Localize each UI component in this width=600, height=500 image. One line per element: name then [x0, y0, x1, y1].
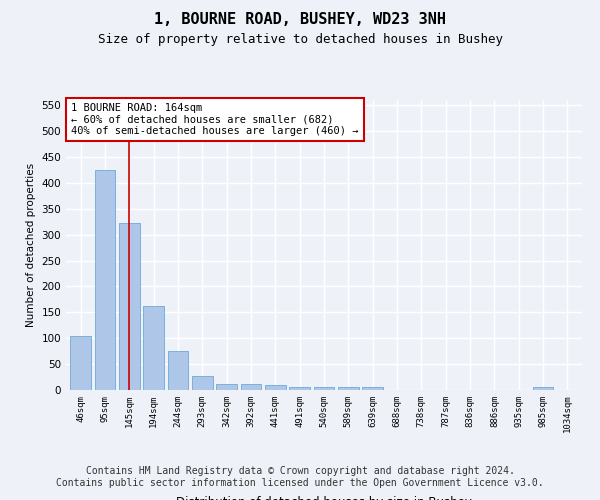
Bar: [119, 223, 140, 390]
Text: Size of property relative to detached houses in Bushey: Size of property relative to detached ho…: [97, 32, 503, 46]
Text: 1 BOURNE ROAD: 164sqm
← 60% of detached houses are smaller (682)
40% of semi-det: 1 BOURNE ROAD: 164sqm ← 60% of detached …: [71, 103, 359, 136]
Bar: [362, 388, 383, 390]
Y-axis label: Number of detached properties: Number of detached properties: [26, 163, 36, 327]
Bar: [192, 376, 212, 390]
Text: 1, BOURNE ROAD, BUSHEY, WD23 3NH: 1, BOURNE ROAD, BUSHEY, WD23 3NH: [154, 12, 446, 28]
Bar: [70, 336, 91, 390]
Bar: [533, 387, 553, 390]
Bar: [289, 387, 310, 390]
Bar: [143, 306, 164, 390]
Bar: [95, 170, 115, 390]
Bar: [265, 385, 286, 390]
Bar: [338, 388, 359, 390]
Text: Contains HM Land Registry data © Crown copyright and database right 2024.
Contai: Contains HM Land Registry data © Crown c…: [56, 466, 544, 487]
Bar: [314, 388, 334, 390]
X-axis label: Distribution of detached houses by size in Bushey: Distribution of detached houses by size …: [176, 496, 472, 500]
Bar: [216, 384, 237, 390]
Bar: [167, 351, 188, 390]
Bar: [241, 384, 262, 390]
